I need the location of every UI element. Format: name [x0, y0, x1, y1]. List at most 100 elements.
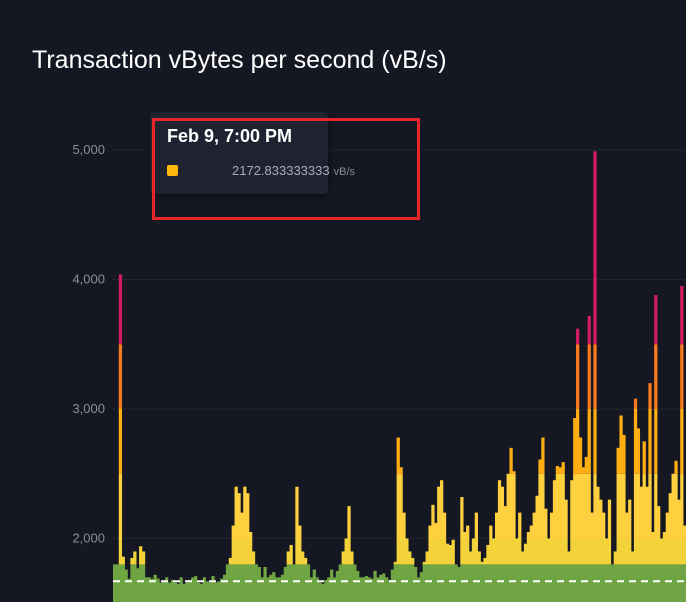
- bar[interactable]: [593, 151, 597, 602]
- bar[interactable]: [367, 577, 371, 602]
- bar[interactable]: [321, 583, 325, 602]
- bar[interactable]: [471, 538, 476, 602]
- bar[interactable]: [657, 506, 661, 602]
- bar[interactable]: [596, 486, 600, 602]
- bar[interactable]: [431, 504, 435, 602]
- bar[interactable]: [176, 583, 180, 602]
- bar[interactable]: [124, 569, 128, 602]
- bar[interactable]: [662, 532, 667, 602]
- bar[interactable]: [535, 495, 539, 602]
- bar[interactable]: [448, 544, 452, 602]
- bar[interactable]: [555, 465, 560, 602]
- bar[interactable]: [497, 480, 502, 602]
- bar[interactable]: [188, 579, 192, 602]
- bar[interactable]: [243, 486, 247, 602]
- bar[interactable]: [477, 551, 481, 602]
- bar[interactable]: [167, 582, 172, 602]
- bar[interactable]: [318, 582, 322, 602]
- bar[interactable]: [573, 418, 577, 602]
- bar[interactable]: [225, 564, 230, 602]
- bar[interactable]: [130, 557, 134, 602]
- bar[interactable]: [515, 538, 519, 602]
- bar[interactable]: [118, 274, 123, 602]
- bar[interactable]: [599, 499, 603, 602]
- bar[interactable]: [460, 497, 464, 602]
- bar[interactable]: [133, 551, 137, 602]
- bar[interactable]: [298, 525, 302, 602]
- bar[interactable]: [654, 295, 658, 602]
- bar[interactable]: [607, 499, 612, 602]
- bar[interactable]: [246, 493, 250, 602]
- bar[interactable]: [330, 569, 334, 602]
- bar[interactable]: [506, 473, 510, 602]
- bar[interactable]: [552, 480, 557, 602]
- bar[interactable]: [665, 512, 669, 602]
- bar[interactable]: [266, 577, 270, 602]
- bar[interactable]: [121, 556, 125, 602]
- bar[interactable]: [642, 441, 646, 602]
- bar[interactable]: [257, 566, 261, 602]
- bar[interactable]: [222, 574, 227, 602]
- bar[interactable]: [182, 583, 186, 602]
- bar[interactable]: [636, 428, 641, 602]
- bar[interactable]: [272, 572, 276, 602]
- bar[interactable]: [136, 568, 140, 602]
- bar[interactable]: [437, 486, 441, 602]
- bar[interactable]: [512, 471, 516, 602]
- bar[interactable]: [445, 543, 450, 602]
- bar[interactable]: [385, 577, 389, 602]
- bar[interactable]: [671, 473, 675, 602]
- bar[interactable]: [283, 566, 287, 602]
- bar[interactable]: [249, 532, 253, 602]
- bar[interactable]: [408, 551, 412, 602]
- bar[interactable]: [413, 566, 418, 602]
- bar[interactable]: [416, 577, 421, 602]
- bar[interactable]: [547, 538, 551, 602]
- bar[interactable]: [680, 285, 684, 602]
- bar[interactable]: [587, 315, 591, 602]
- bar[interactable]: [217, 581, 221, 602]
- bar[interactable]: [127, 578, 131, 602]
- bar[interactable]: [327, 577, 331, 602]
- bar[interactable]: [526, 532, 531, 602]
- bar[interactable]: [289, 544, 293, 602]
- bar[interactable]: [376, 577, 380, 602]
- bar[interactable]: [306, 564, 311, 602]
- bar[interactable]: [604, 538, 609, 602]
- bar[interactable]: [234, 486, 238, 602]
- bar[interactable]: [564, 499, 568, 602]
- bar[interactable]: [411, 557, 415, 602]
- bar[interactable]: [584, 456, 588, 602]
- bar[interactable]: [503, 506, 507, 602]
- bar[interactable]: [208, 582, 212, 602]
- bar[interactable]: [191, 577, 195, 602]
- bar[interactable]: [651, 532, 655, 602]
- bar[interactable]: [332, 577, 337, 602]
- bar[interactable]: [309, 577, 314, 602]
- bar[interactable]: [422, 561, 426, 602]
- bar[interactable]: [602, 512, 606, 602]
- bar[interactable]: [399, 467, 403, 602]
- bar[interactable]: [344, 538, 348, 602]
- bar[interactable]: [567, 551, 571, 602]
- bar[interactable]: [631, 551, 635, 602]
- bar[interactable]: [361, 577, 366, 602]
- bar[interactable]: [150, 578, 154, 602]
- bar[interactable]: [677, 499, 681, 602]
- bar[interactable]: [610, 564, 614, 602]
- bar[interactable]: [468, 551, 473, 602]
- bar[interactable]: [237, 493, 241, 602]
- bar[interactable]: [558, 467, 562, 602]
- bar[interactable]: [228, 557, 232, 602]
- bar[interactable]: [260, 577, 264, 602]
- bar[interactable]: [489, 525, 493, 602]
- bar[interactable]: [616, 447, 620, 602]
- bar[interactable]: [495, 512, 499, 602]
- bar[interactable]: [419, 572, 423, 602]
- bar[interactable]: [405, 538, 409, 602]
- bar[interactable]: [486, 544, 490, 602]
- bar[interactable]: [263, 566, 267, 602]
- bar[interactable]: [173, 582, 178, 602]
- bar[interactable]: [578, 437, 583, 602]
- bar[interactable]: [211, 576, 215, 602]
